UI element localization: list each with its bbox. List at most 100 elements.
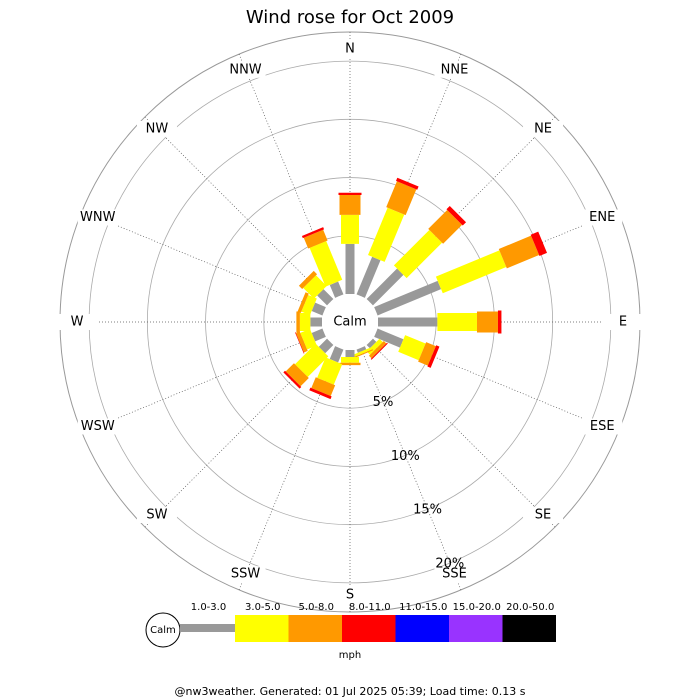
direction-label: SSW: [231, 567, 261, 582]
bar-segment: [318, 338, 334, 354]
label-bg: [77, 418, 118, 435]
bar-segment: [398, 335, 426, 361]
direction-label: WNW: [80, 210, 116, 225]
radial-tick-label: 5%: [373, 395, 394, 410]
bar-segment: [530, 231, 548, 256]
label-bg: [603, 314, 643, 330]
direction-label: NE: [534, 121, 552, 136]
direction-label: SSE: [442, 567, 467, 582]
bar-segment: [353, 347, 372, 357]
bar-segment: [301, 227, 325, 239]
spoke: [81, 332, 325, 434]
direction-label: E: [619, 315, 627, 330]
bar-segment: [374, 280, 442, 316]
label-bg: [434, 566, 475, 583]
bar-segment: [295, 343, 329, 377]
bar-segment: [309, 387, 332, 400]
direction-label: ESE: [590, 419, 615, 434]
bar-segment: [367, 207, 405, 262]
bar-segment: [298, 270, 318, 290]
label-bg: [582, 418, 623, 435]
bar-segment: [311, 377, 336, 396]
bar-segment: [393, 229, 443, 279]
bar-segment: [395, 177, 419, 190]
label-bg: [225, 61, 266, 78]
spoke: [144, 116, 331, 303]
label-bg: [330, 41, 370, 57]
direction-label: NNW: [229, 62, 261, 77]
bar-segment: [283, 370, 302, 389]
bar-segment: [386, 181, 417, 216]
bar-segment: [317, 357, 343, 385]
footer: @nw3weather. Generated: 01 Jul 2025 05:3…: [175, 685, 526, 698]
label-bg: [136, 120, 177, 137]
calm-circle: [322, 294, 378, 350]
bar-segment: [366, 268, 404, 306]
bar-segment: [427, 345, 440, 368]
legend-label: 8.0-11.0: [349, 602, 391, 613]
legend-label: 1.0-3.0: [191, 602, 226, 613]
units-label: mph: [339, 650, 361, 661]
label-bg: [434, 61, 475, 78]
direction-label: SW: [146, 508, 167, 523]
label-bg: [136, 507, 177, 524]
bar-segment: [366, 338, 377, 349]
label-bg: [77, 209, 118, 226]
legend-label: 3.0-5.0: [245, 602, 280, 613]
bar-segment: [329, 346, 344, 363]
direction-label: NNE: [441, 62, 469, 77]
bar-segment: [301, 294, 317, 316]
legend-swatch: [502, 615, 556, 642]
label-bg: [225, 566, 266, 583]
bar-segment: [435, 250, 507, 294]
bar-segment: [295, 331, 308, 353]
bar-segment: [303, 275, 327, 299]
direction-label: S: [346, 588, 354, 603]
bar-segment: [285, 363, 309, 387]
spoke: [369, 341, 556, 528]
bar-segment: [356, 346, 367, 353]
direction-label: NW: [146, 121, 169, 136]
spoke: [360, 347, 462, 591]
label-bg: [523, 507, 564, 524]
direction-label: N: [345, 42, 355, 57]
bar-segment: [311, 328, 326, 342]
legend-calm-label: Calm: [150, 625, 176, 636]
chart-title: Wind rose for Oct 2009: [246, 7, 454, 28]
direction-label: SE: [535, 508, 551, 523]
radial-tick-label: 15%: [413, 503, 442, 518]
legend-swatch: [288, 615, 342, 642]
legend-label: 15.0-20.0: [453, 602, 501, 613]
bar-segment: [329, 281, 344, 298]
bar-segment: [309, 241, 343, 287]
bar-segment: [300, 328, 317, 350]
calm-label: Calm: [333, 315, 366, 330]
label-bg: [330, 587, 370, 603]
bar-segment: [428, 209, 463, 244]
radial-tick-label: 10%: [391, 449, 420, 464]
bar-segment: [368, 340, 387, 359]
label-bg: [523, 120, 564, 137]
bar-segment: [366, 338, 383, 355]
legend-swatch: [342, 615, 396, 642]
bar-segment: [311, 302, 326, 316]
legend-swatch: [449, 615, 503, 642]
spoke: [81, 210, 325, 312]
legend-swatch: [395, 615, 449, 642]
bar-segment: [498, 235, 540, 269]
direction-label: WSW: [81, 419, 115, 434]
direction-label: ENE: [589, 210, 615, 225]
bar-segment: [297, 292, 309, 313]
legend-swatch: [235, 615, 289, 642]
legend-label: 5.0-8.0: [299, 602, 334, 613]
label-bg: [582, 209, 623, 226]
bar-segment: [418, 342, 436, 366]
bar-segment: [370, 342, 388, 360]
legend-label: 20.0-50.0: [506, 602, 554, 613]
bar-segment: [317, 289, 334, 306]
direction-label: W: [71, 315, 84, 330]
bar-segment: [374, 328, 404, 348]
bar-segment: [356, 256, 381, 298]
legend-label: 11.0-15.0: [399, 602, 447, 613]
